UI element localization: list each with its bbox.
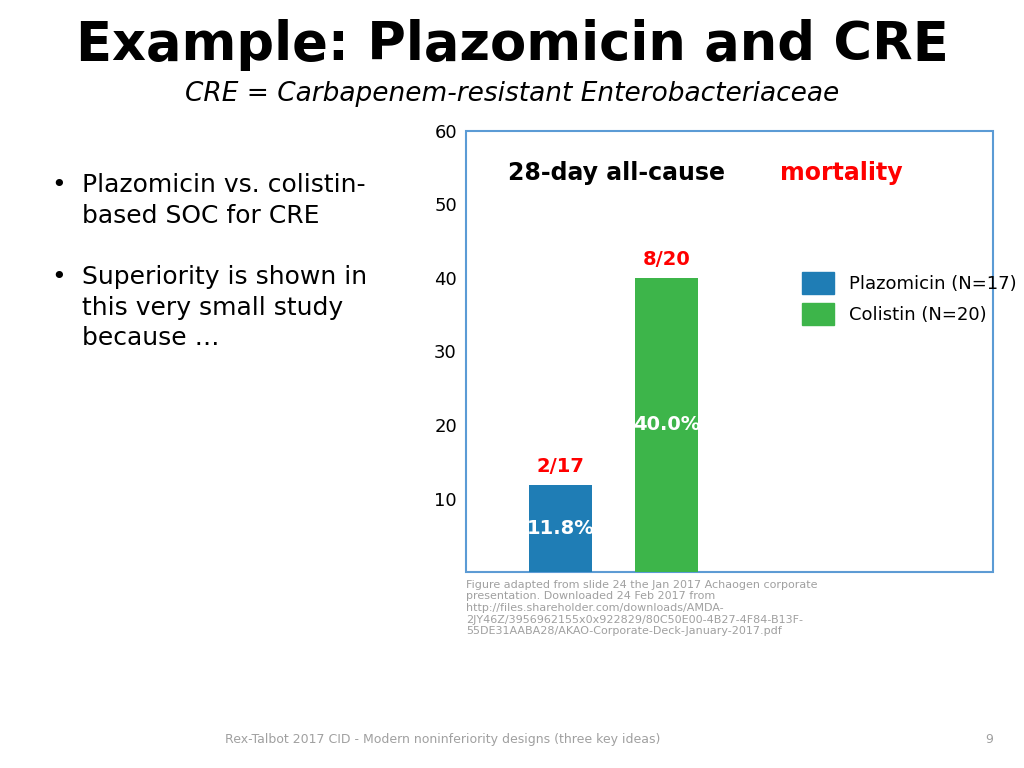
Text: •: • xyxy=(51,173,66,197)
Text: •: • xyxy=(51,265,66,289)
Text: Rex-Talbot 2017 CID - Modern noninferiority designs (three key ideas): Rex-Talbot 2017 CID - Modern noninferior… xyxy=(225,733,660,746)
Text: this very small study: this very small study xyxy=(82,296,343,319)
Text: 28-day all-cause: 28-day all-cause xyxy=(508,161,733,186)
Bar xyxy=(466,131,993,572)
Text: 2/17: 2/17 xyxy=(537,458,585,476)
Text: CRE = Carbapenem-resistant Enterobacteriaceae: CRE = Carbapenem-resistant Enterobacteri… xyxy=(185,81,839,107)
Text: 11.8%: 11.8% xyxy=(527,519,595,538)
Text: Example: Plazomicin and CRE: Example: Plazomicin and CRE xyxy=(76,19,948,71)
Bar xyxy=(529,485,593,572)
Text: 9: 9 xyxy=(985,733,993,746)
Text: Superiority is shown in: Superiority is shown in xyxy=(82,265,367,289)
Text: because …: because … xyxy=(82,326,219,350)
Bar xyxy=(635,278,698,572)
Text: 8/20: 8/20 xyxy=(642,250,690,269)
Text: 40.0%: 40.0% xyxy=(633,415,700,435)
Text: Plazomicin vs. colistin-: Plazomicin vs. colistin- xyxy=(82,173,366,197)
Legend: Plazomicin (N=17), Colistin (N=20): Plazomicin (N=17), Colistin (N=20) xyxy=(802,272,1017,325)
Text: Figure adapted from slide 24 the Jan 2017 Achaogen corporate
presentation. Downl: Figure adapted from slide 24 the Jan 201… xyxy=(466,580,817,636)
Text: mortality: mortality xyxy=(779,161,902,186)
Text: based SOC for CRE: based SOC for CRE xyxy=(82,204,319,227)
